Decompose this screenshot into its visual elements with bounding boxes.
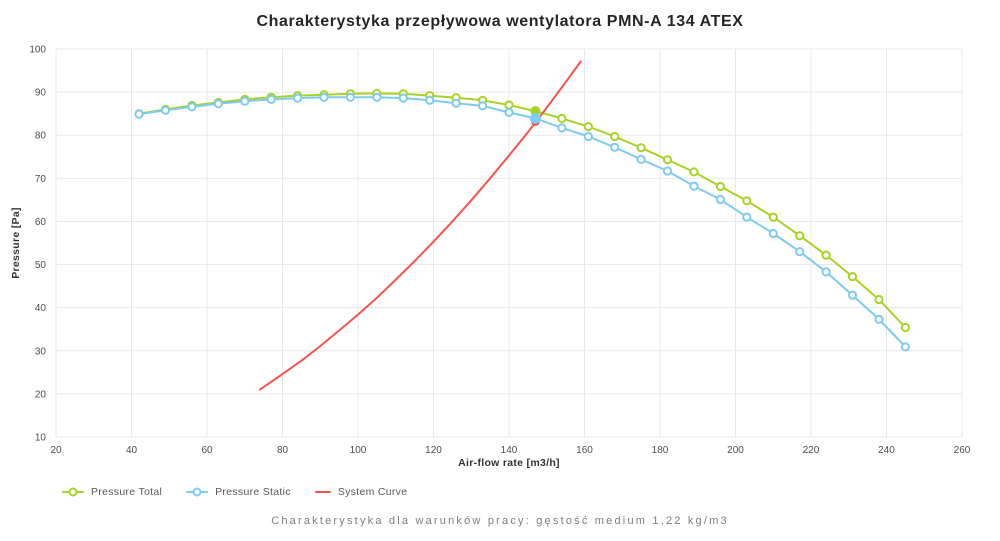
legend-label: System Curve: [337, 486, 408, 498]
pressure-static-data-point-marker: [213, 99, 223, 109]
chart-subtitle: Charakterystyka dla warunków pracy: gęst…: [271, 515, 729, 527]
y-axis-title: Pressure [Pa]: [10, 207, 22, 279]
y-tick-label: 100: [29, 45, 46, 56]
x-tick-label: 80: [277, 445, 289, 456]
y-tick-label: 70: [35, 174, 47, 185]
legend-label: Pressure Total: [91, 486, 163, 498]
pressure-total-data-point-marker: [610, 131, 620, 142]
x-axis-title: Air-flow rate [m3/h]: [458, 457, 560, 469]
pressure-total-data-point-marker: [768, 212, 778, 222]
pressure-static-data-point-marker: [504, 107, 514, 118]
x-tick-label: 120: [425, 445, 442, 456]
page-title: Charakterystyka przepływowa wentylatora …: [256, 13, 744, 30]
y-tick-label: 20: [35, 389, 47, 400]
x-tick-label: 160: [576, 445, 593, 456]
pressure-static-data-point-marker: [662, 166, 673, 176]
legend-item-pressure-total[interactable]: Pressure Total: [62, 486, 162, 498]
operating-point-static: [529, 112, 541, 124]
x-tick-label: 260: [954, 445, 971, 456]
pressure-total-swatch-icon: [62, 486, 84, 498]
pressure-static-data-point-marker: [266, 94, 276, 105]
pressure-total-data-point-marker: [557, 113, 567, 124]
x-tick-label: 220: [803, 445, 820, 456]
pressure-static-data-point-marker: [160, 105, 171, 115]
y-tick-label: 80: [35, 131, 47, 142]
system-curve-line: [258, 60, 582, 391]
y-tick-label: 30: [35, 346, 47, 357]
pressure-total-data-point-marker: [742, 196, 752, 206]
pressure-static-data-point-marker: [425, 95, 435, 105]
pressure-static-data-point-marker: [240, 96, 250, 106]
pressure-static-data-point-marker: [821, 267, 831, 277]
pressure-total-line: [138, 92, 907, 329]
pressure-total-data-point-marker: [821, 250, 831, 260]
y-tick-label: 40: [35, 303, 47, 314]
pressure-static-data-point-marker: [900, 342, 911, 352]
pressure-total-data-point-marker: [662, 155, 673, 165]
pressure-static-data-point-marker: [345, 92, 355, 102]
pressure-static-data-point-marker: [451, 98, 461, 108]
pressure-static-data-point-marker: [742, 212, 752, 222]
pressure-total-data-point-marker: [715, 181, 726, 192]
pressure-total-data-point-marker: [795, 231, 805, 241]
pressure-total-data-point-marker: [583, 122, 593, 132]
pressure-static-data-point-marker: [795, 247, 805, 257]
pressure-static-data-point-marker: [874, 314, 884, 324]
x-tick-label: 200: [727, 445, 744, 456]
pressure-static-data-point-marker: [610, 142, 620, 152]
pressure-total-data-point-marker: [874, 294, 884, 305]
y-tick-label: 60: [35, 217, 47, 228]
pressure-total-data-point-marker: [900, 322, 911, 333]
series-pressure-total: [134, 88, 911, 333]
x-tick-label: 40: [126, 445, 138, 456]
grid: 20 40 60 80 100 120 140 160 180 200 220 240 26010203…: [29, 45, 970, 457]
pressure-static-data-point-marker: [847, 290, 858, 300]
x-tick-label: 20: [50, 445, 62, 456]
chart-legend: Pressure Total Pressure Static System Cu…: [62, 484, 407, 500]
pressure-static-data-point-marker: [372, 92, 382, 102]
x-tick-label: 180: [652, 445, 669, 456]
legend-item-system-curve[interactable]: System Curve: [314, 486, 408, 498]
y-tick-label: 10: [35, 433, 47, 444]
x-tick-label: 100: [350, 445, 367, 456]
pressure-total-data-point-marker: [636, 143, 646, 153]
pressure-static-data-point-marker: [134, 109, 144, 119]
x-tick-label: 240: [878, 445, 895, 456]
legend-label: Pressure Static: [215, 486, 291, 498]
pressure-static-data-point-marker: [768, 228, 778, 239]
pressure-static-data-point-marker: [636, 154, 646, 164]
x-tick-label: 140: [501, 445, 518, 456]
pressure-static-data-point-marker: [187, 102, 197, 112]
pressure-static-data-point-marker: [293, 93, 303, 103]
system-curve-swatch-icon: [314, 486, 331, 498]
series-pressure-static: [134, 92, 911, 352]
pressure-static-data-point-marker: [478, 101, 488, 111]
y-tick-label: 90: [35, 88, 47, 99]
pressure-static-data-point-marker: [689, 181, 699, 191]
pressure-static-data-point-marker: [583, 131, 593, 142]
x-tick-label: 60: [201, 445, 213, 456]
y-tick-label: 50: [35, 260, 47, 271]
pressure-total-data-point-marker: [847, 272, 858, 282]
pressure-total-data-point-marker: [504, 100, 514, 110]
pressure-static-data-point-marker: [319, 92, 329, 102]
pressure-static-data-point-marker: [557, 123, 567, 133]
pressure-total-data-point-marker: [689, 167, 699, 177]
pressure-static-data-point-marker: [398, 93, 408, 103]
pressure-static-data-point-marker: [715, 194, 726, 205]
legend-item-pressure-static[interactable]: Pressure Static: [186, 486, 291, 498]
pressure-static-swatch-icon: [186, 486, 209, 498]
